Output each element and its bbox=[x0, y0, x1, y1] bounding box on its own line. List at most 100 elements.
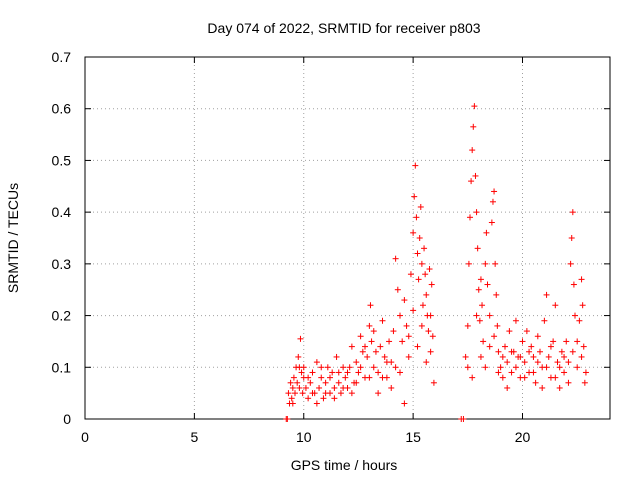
data-point bbox=[464, 322, 471, 329]
data-point bbox=[428, 281, 435, 288]
data-point bbox=[294, 379, 301, 386]
data-point bbox=[541, 317, 548, 324]
data-point bbox=[508, 348, 515, 355]
data-point bbox=[324, 364, 331, 371]
x-tick-label: 15 bbox=[405, 429, 421, 445]
data-point bbox=[313, 359, 320, 366]
data-point bbox=[405, 333, 412, 340]
data-point bbox=[545, 353, 552, 360]
data-point bbox=[489, 198, 496, 205]
data-point bbox=[388, 384, 395, 391]
data-point bbox=[574, 364, 581, 371]
y-tick-label: 0.2 bbox=[52, 308, 72, 324]
grid-layer bbox=[85, 57, 610, 419]
data-point bbox=[357, 364, 364, 371]
data-point bbox=[469, 147, 476, 154]
data-point bbox=[543, 291, 550, 298]
data-point bbox=[375, 369, 382, 376]
data-point bbox=[320, 395, 327, 402]
data-point bbox=[427, 312, 434, 319]
data-point bbox=[580, 343, 587, 350]
data-point bbox=[333, 353, 340, 360]
data-point bbox=[494, 322, 501, 329]
data-point bbox=[482, 260, 489, 267]
data-point bbox=[469, 374, 476, 381]
data-point bbox=[572, 312, 578, 319]
data-point bbox=[568, 235, 575, 241]
data-point bbox=[493, 291, 500, 298]
data-point bbox=[401, 297, 408, 304]
data-point bbox=[582, 369, 589, 376]
data-point bbox=[316, 384, 323, 391]
data-point bbox=[499, 374, 506, 381]
data-point bbox=[480, 338, 487, 345]
data-point bbox=[342, 374, 349, 381]
data-point bbox=[401, 400, 408, 407]
data-point bbox=[567, 260, 574, 267]
data-point bbox=[322, 390, 329, 397]
data-point bbox=[375, 390, 382, 397]
data-point bbox=[561, 369, 568, 376]
data-point bbox=[322, 379, 329, 386]
y-tick-label: 0.6 bbox=[52, 101, 72, 117]
data-point bbox=[530, 369, 537, 376]
points-layer bbox=[283, 103, 589, 422]
data-point bbox=[416, 235, 423, 241]
data-point bbox=[488, 219, 495, 226]
data-point bbox=[296, 384, 303, 391]
data-point bbox=[483, 229, 490, 236]
data-point bbox=[353, 379, 360, 386]
data-point bbox=[340, 364, 347, 371]
data-point bbox=[579, 302, 586, 309]
data-point bbox=[430, 379, 437, 386]
data-point bbox=[473, 312, 480, 319]
data-point bbox=[421, 245, 428, 252]
data-point bbox=[417, 203, 424, 210]
data-point bbox=[411, 193, 418, 200]
data-point bbox=[473, 209, 480, 216]
chart-title: Day 074 of 2022, SRMTID for receiver p80… bbox=[207, 20, 480, 36]
data-point bbox=[499, 353, 506, 360]
data-point bbox=[370, 328, 377, 335]
data-point bbox=[307, 379, 314, 386]
data-point bbox=[460, 416, 467, 422]
data-point bbox=[397, 312, 403, 319]
data-point bbox=[574, 338, 581, 345]
data-point bbox=[491, 333, 498, 340]
y-tick-label: 0.4 bbox=[52, 204, 72, 220]
data-point bbox=[508, 369, 515, 376]
data-point bbox=[492, 260, 499, 267]
data-point bbox=[491, 188, 498, 195]
data-point bbox=[344, 369, 351, 376]
data-point bbox=[552, 302, 559, 309]
data-point bbox=[305, 374, 312, 381]
data-point bbox=[295, 353, 302, 360]
data-point bbox=[578, 353, 585, 360]
data-point bbox=[399, 338, 406, 345]
data-point bbox=[418, 260, 425, 267]
data-point bbox=[523, 328, 530, 335]
data-point bbox=[414, 343, 421, 350]
data-point bbox=[366, 374, 373, 381]
data-point bbox=[472, 172, 479, 179]
data-point bbox=[495, 369, 502, 376]
data-point bbox=[502, 343, 508, 350]
y-axis-title: SRMTID / TECUs bbox=[5, 183, 21, 293]
data-point bbox=[519, 338, 526, 345]
data-point bbox=[335, 369, 342, 376]
data-point bbox=[348, 390, 355, 397]
data-point bbox=[576, 317, 583, 324]
data-point bbox=[289, 400, 296, 407]
data-point bbox=[470, 123, 477, 130]
data-point bbox=[331, 384, 338, 391]
data-point bbox=[357, 333, 364, 340]
data-point bbox=[329, 369, 336, 376]
data-point bbox=[353, 359, 360, 366]
data-point bbox=[526, 348, 533, 355]
tick-layer: 0 5 10 15 20 0 0.1 0.2 0.3 0.4 0.5 0.6 0.7 bbox=[52, 49, 610, 445]
data-point bbox=[370, 364, 377, 371]
data-point bbox=[392, 255, 399, 262]
data-point bbox=[464, 364, 471, 371]
data-point bbox=[512, 364, 519, 371]
data-point bbox=[484, 281, 491, 288]
